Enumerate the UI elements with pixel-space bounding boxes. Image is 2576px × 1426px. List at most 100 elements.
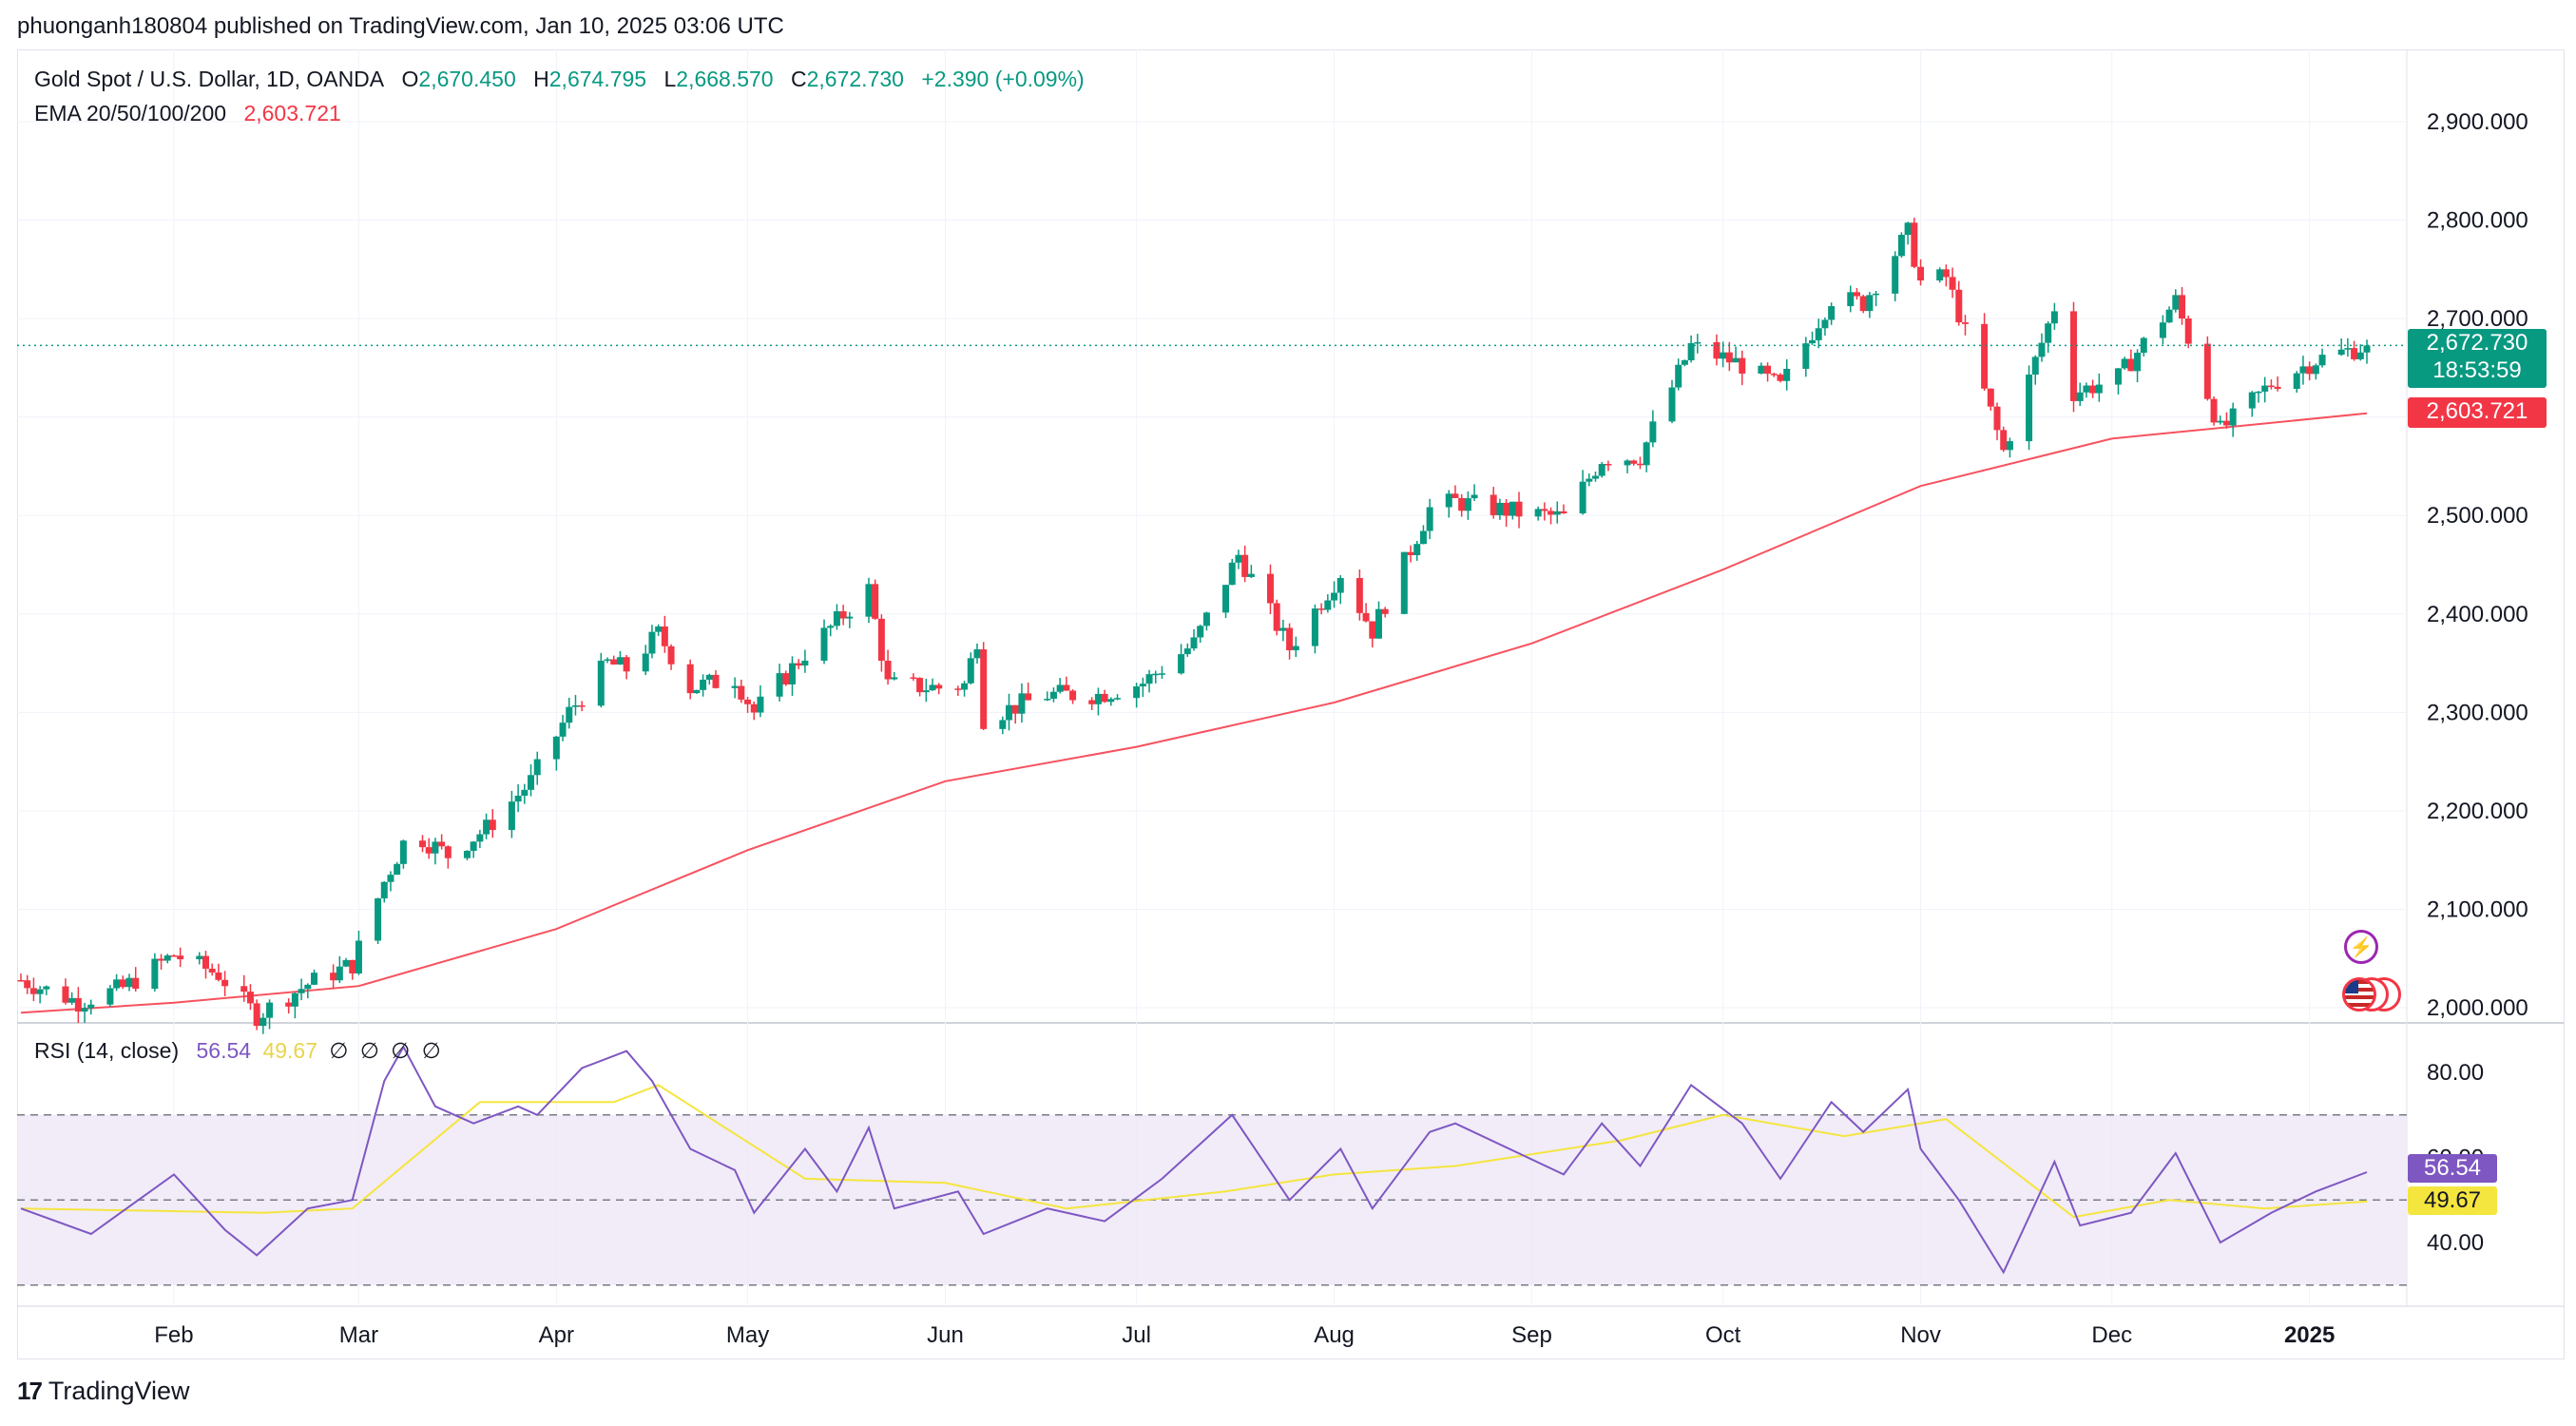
- candle-body: [961, 683, 969, 690]
- candle-body: [1815, 328, 1822, 340]
- candle-body: [1471, 494, 1478, 499]
- candle-body: [1847, 292, 1855, 307]
- candle-body: [642, 653, 649, 672]
- candle-body: [1503, 502, 1510, 516]
- candle-body: [1624, 460, 1631, 466]
- candle-body: [1636, 463, 1644, 466]
- candle-body: [2114, 368, 2122, 385]
- candle-body: [2031, 356, 2039, 376]
- candle-body: [1892, 256, 1899, 294]
- rsi-ma-value: 49.67: [262, 1038, 318, 1063]
- candle-body: [81, 1008, 88, 1012]
- candle-body: [2026, 375, 2033, 442]
- us-flag-events-icon[interactable]: [2342, 977, 2401, 1012]
- candle-body: [24, 980, 31, 989]
- candle-body: [177, 955, 184, 960]
- symbol-legend[interactable]: Gold Spot / U.S. Dollar, 1D, OANDA O2,67…: [34, 67, 1090, 92]
- candle-body: [2172, 295, 2180, 310]
- candle-body: [738, 685, 745, 700]
- candle-body: [1183, 648, 1191, 655]
- candle-body: [1809, 339, 1817, 344]
- candle-body: [1069, 690, 1077, 701]
- candle-body: [1579, 481, 1586, 514]
- candle-body: [1643, 442, 1650, 466]
- candle-body: [1687, 342, 1695, 360]
- candle-body: [820, 627, 828, 661]
- candle-body: [1369, 621, 1376, 639]
- candle-body: [528, 775, 535, 790]
- candle-body: [686, 664, 694, 694]
- candle-body: [1413, 544, 1421, 556]
- candle-body: [782, 673, 790, 684]
- candle-body: [349, 959, 356, 973]
- price-axis-label: 2,900.000: [2427, 109, 2528, 135]
- close-value: 2,672.730: [806, 67, 904, 91]
- candle-body: [355, 940, 362, 973]
- candle-body: [1720, 352, 1727, 359]
- candle-body: [1548, 511, 1555, 515]
- candle-body: [1241, 554, 1249, 577]
- candle-body: [2006, 441, 2013, 451]
- candle-body: [1783, 368, 1791, 381]
- candle-body: [1981, 323, 1989, 389]
- candle-body: [336, 966, 343, 981]
- candle-body: [1197, 626, 1204, 638]
- candle-body: [1011, 704, 1019, 714]
- candle-body: [1133, 686, 1141, 699]
- candle-body: [202, 955, 209, 969]
- candle-body: [980, 649, 988, 729]
- candle-body: [801, 660, 809, 666]
- candle-body: [151, 958, 159, 990]
- candle-body: [2045, 323, 2052, 343]
- candle-body: [1694, 341, 1701, 344]
- candle-body: [954, 688, 962, 690]
- candle-body: [1139, 684, 1146, 687]
- candle-body: [291, 992, 298, 1007]
- candle-body: [1400, 551, 1408, 614]
- candle-body: [106, 988, 114, 1005]
- candle-body: [2261, 385, 2269, 392]
- candle-body: [757, 696, 764, 713]
- candle-body: [43, 986, 50, 990]
- candle-body: [1419, 530, 1427, 545]
- candle-body: [833, 611, 840, 626]
- candle-body: [1802, 343, 1810, 369]
- candle-body: [1286, 627, 1294, 650]
- candle-body: [2248, 392, 2256, 409]
- time-axis-label: Dec: [2091, 1322, 2132, 1348]
- candle-body: [298, 989, 305, 993]
- candle-body: [1445, 493, 1452, 508]
- candle-body: [470, 841, 477, 852]
- symbol-title: Gold Spot / U.S. Dollar, 1D, OANDA: [34, 67, 385, 91]
- candle-body: [2203, 343, 2211, 399]
- rsi-line: [20, 1045, 2368, 1275]
- candle-body: [2267, 385, 2275, 388]
- candle-body: [2356, 352, 2364, 359]
- candle-body: [246, 992, 254, 1004]
- lightning-event-icon[interactable]: ⚡: [2344, 930, 2378, 964]
- candle-body: [566, 706, 573, 723]
- candle-body: [1942, 269, 1950, 278]
- last-price-value: 2,672.730: [2426, 330, 2528, 356]
- open-value: 2,670.450: [418, 67, 516, 91]
- candle-body: [330, 973, 337, 981]
- candle-body: [62, 986, 69, 1003]
- time-axis-label: Apr: [539, 1322, 574, 1348]
- ema-legend[interactable]: EMA 20/50/100/200 2,603.721: [34, 101, 347, 126]
- tradingview-branding[interactable]: 17 TradingView: [17, 1377, 190, 1406]
- candle-body: [425, 847, 433, 854]
- candle-body: [2159, 322, 2166, 338]
- candle-body: [2274, 386, 2281, 389]
- candle-body: [661, 626, 668, 646]
- na-value: ∅: [329, 1038, 349, 1063]
- rsi-legend[interactable]: RSI (14, close) 56.54 49.67 ∅ ∅ ∅ ∅: [34, 1038, 447, 1064]
- candle-body: [253, 1003, 260, 1027]
- candle-body: [1961, 322, 1969, 324]
- candle-body: [240, 986, 248, 992]
- candle-body: [1739, 357, 1746, 374]
- candle-body: [795, 663, 802, 666]
- candle-body: [610, 659, 618, 665]
- candle-body: [839, 611, 847, 619]
- candle-body: [125, 977, 133, 988]
